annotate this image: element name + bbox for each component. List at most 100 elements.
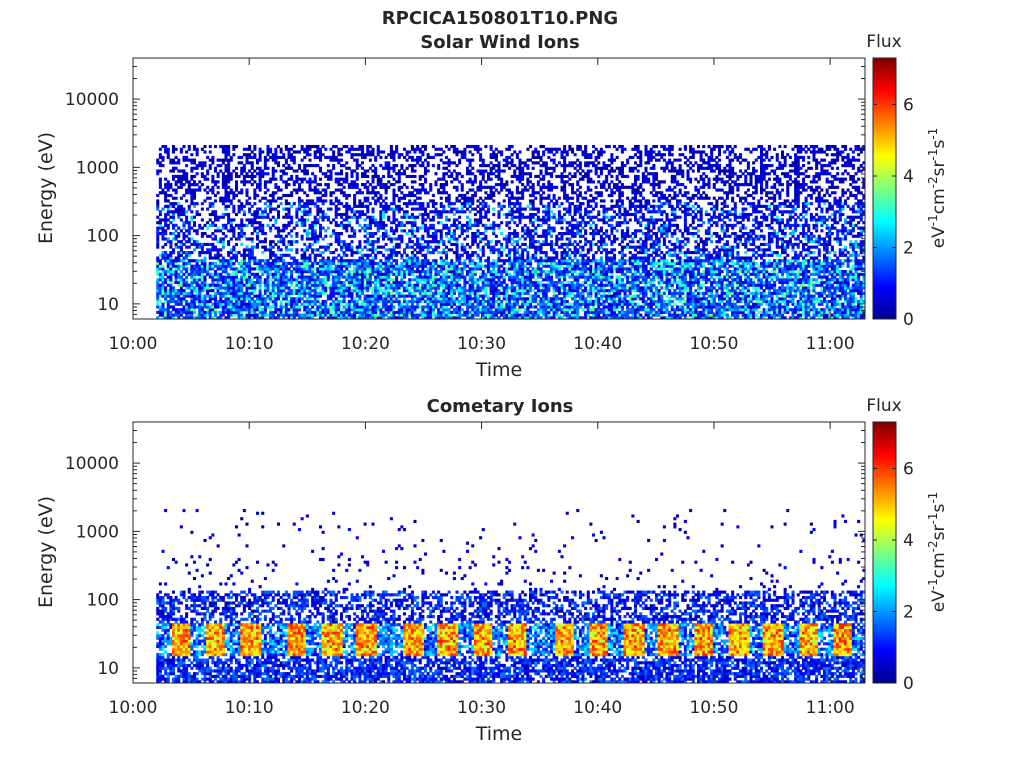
heatmap-cell <box>353 308 357 312</box>
heatmap-cell <box>216 302 220 306</box>
heatmap-cell <box>192 280 197 285</box>
heatmap-cell <box>442 283 446 287</box>
heatmap-cell <box>198 278 202 282</box>
heatmap-cell <box>248 267 252 271</box>
heatmap-cell <box>211 245 215 249</box>
heatmap-cell <box>374 174 378 179</box>
heatmap-cell <box>345 289 349 293</box>
heatmap-cell <box>258 240 262 244</box>
heatmap-cell <box>494 289 498 293</box>
heatmap-cell <box>211 272 215 276</box>
heatmap-cell <box>295 251 299 255</box>
heatmap-cell <box>481 232 485 236</box>
heatmap-cell <box>316 212 320 217</box>
heatmap-cell <box>392 150 396 154</box>
heatmap-cell <box>284 286 288 290</box>
heatmap-cell <box>447 248 451 252</box>
heatmap-cell <box>402 202 407 206</box>
heatmap-cell <box>371 234 375 238</box>
heatmap-cell <box>460 313 464 317</box>
heatmap-cell <box>284 180 288 184</box>
heatmap-cell <box>426 308 430 312</box>
heatmap-cell <box>245 193 249 198</box>
heatmap-cell <box>211 316 215 319</box>
heatmap-cell <box>206 169 210 173</box>
heatmap-cell <box>169 240 173 244</box>
heatmap-cell <box>460 299 464 304</box>
heatmap-cell <box>379 267 383 271</box>
heatmap-cell <box>250 174 254 179</box>
heatmap-cell <box>429 286 433 290</box>
heatmap-cell <box>400 294 404 298</box>
heatmap-cell <box>169 310 173 314</box>
heatmap-cell <box>434 212 438 217</box>
heatmap-cell <box>447 158 451 162</box>
heatmap-cell <box>250 240 254 244</box>
heatmap-cell <box>269 289 273 293</box>
heatmap-cell <box>242 251 246 255</box>
heatmap-cell <box>366 310 370 314</box>
heatmap-cell <box>387 207 391 211</box>
heatmap-cell <box>300 188 304 192</box>
heatmap-cell <box>203 316 207 319</box>
heatmap-cell <box>497 275 501 279</box>
heatmap-cell <box>164 147 168 151</box>
heatmap-cell <box>229 283 233 287</box>
heatmap-cell <box>392 166 396 170</box>
heatmap-cell <box>460 294 464 298</box>
heatmap-cell <box>339 280 344 285</box>
heatmap-cell <box>379 196 383 200</box>
heatmap-cell <box>379 234 383 238</box>
heatmap-cell <box>465 215 470 219</box>
heatmap-cell <box>200 278 204 282</box>
heatmap-cell <box>342 316 346 319</box>
heatmap-cell <box>156 278 160 282</box>
heatmap-cell <box>179 308 183 312</box>
heatmap-cell <box>486 172 491 176</box>
heatmap-cell <box>350 278 354 282</box>
heatmap-cell <box>355 166 359 170</box>
heatmap-cell <box>416 202 420 206</box>
heatmap-cell <box>313 313 317 317</box>
heatmap-cell <box>185 158 189 162</box>
heatmap-cell <box>497 172 501 176</box>
heatmap-cell <box>455 286 459 290</box>
heatmap-cell <box>342 180 346 184</box>
heatmap-cell <box>318 305 323 309</box>
heatmap-cell <box>397 310 401 314</box>
heatmap-cell <box>308 294 312 298</box>
heatmap-cell <box>489 155 493 159</box>
heatmap-cell <box>471 259 475 263</box>
heatmap-cell <box>227 158 231 162</box>
heatmap-cell <box>426 204 430 208</box>
heatmap-cell <box>353 158 357 162</box>
heatmap-cell <box>392 289 396 293</box>
heatmap-cell <box>413 174 417 179</box>
heatmap-cell <box>400 164 404 168</box>
heatmap-cell <box>227 212 231 217</box>
heatmap-cell <box>187 253 191 257</box>
heatmap-cell <box>206 196 210 200</box>
heatmap-cell <box>363 275 367 279</box>
heatmap-cell <box>460 196 464 200</box>
heatmap-cell <box>473 308 477 312</box>
heatmap-cell <box>195 316 199 319</box>
heatmap-cell <box>198 316 202 319</box>
heatmap-cell <box>437 264 441 268</box>
heatmap-cell <box>300 291 304 295</box>
heatmap-cell <box>408 289 412 293</box>
heatmap-cell <box>423 313 428 317</box>
heatmap-cell <box>240 232 244 236</box>
heatmap-cell <box>434 259 438 263</box>
heatmap-cell <box>376 291 380 295</box>
heatmap-cell <box>227 169 231 173</box>
heatmap-cell <box>492 164 496 168</box>
heatmap-cell <box>502 204 506 208</box>
heatmap-cell <box>248 248 252 252</box>
heatmap-cell <box>295 150 299 154</box>
heatmap-cell <box>292 158 296 162</box>
heatmap-cell <box>497 278 501 282</box>
heatmap-cell <box>245 302 249 306</box>
heatmap-cell <box>287 289 291 293</box>
heatmap-cell <box>345 172 349 176</box>
